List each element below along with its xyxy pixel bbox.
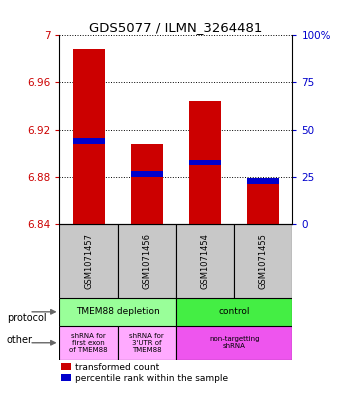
Bar	[73, 50, 105, 224]
FancyBboxPatch shape	[176, 298, 292, 326]
Bar	[189, 101, 221, 224]
FancyBboxPatch shape	[59, 298, 176, 326]
FancyBboxPatch shape	[176, 224, 234, 298]
Bar	[189, 160, 221, 165]
Text: shRNA for
first exon
of TMEM88: shRNA for first exon of TMEM88	[69, 333, 108, 353]
Bar	[61, 364, 71, 371]
Bar	[131, 144, 163, 224]
Bar	[247, 178, 279, 184]
Text: GSM1071456: GSM1071456	[142, 233, 151, 289]
Text: TMEM88 depletion: TMEM88 depletion	[76, 307, 159, 316]
FancyBboxPatch shape	[118, 326, 176, 360]
Text: GSM1071454: GSM1071454	[201, 233, 209, 288]
Text: shRNA for
3'UTR of
TMEM88: shRNA for 3'UTR of TMEM88	[130, 333, 164, 353]
Text: other: other	[7, 335, 33, 345]
Bar	[247, 184, 279, 224]
Bar	[61, 374, 71, 381]
FancyBboxPatch shape	[59, 326, 118, 360]
Bar	[73, 138, 105, 144]
Text: percentile rank within the sample: percentile rank within the sample	[75, 374, 228, 383]
Text: transformed count: transformed count	[75, 363, 159, 372]
Title: GDS5077 / ILMN_3264481: GDS5077 / ILMN_3264481	[89, 21, 262, 34]
FancyBboxPatch shape	[118, 224, 176, 298]
Text: control: control	[218, 307, 250, 316]
Text: GSM1071457: GSM1071457	[84, 233, 93, 289]
Text: GSM1071455: GSM1071455	[259, 233, 268, 288]
FancyBboxPatch shape	[59, 224, 118, 298]
FancyBboxPatch shape	[176, 326, 292, 360]
FancyBboxPatch shape	[234, 224, 292, 298]
Text: non-targetting
shRNA: non-targetting shRNA	[209, 336, 259, 349]
Text: protocol: protocol	[7, 312, 47, 323]
Bar	[131, 171, 163, 177]
